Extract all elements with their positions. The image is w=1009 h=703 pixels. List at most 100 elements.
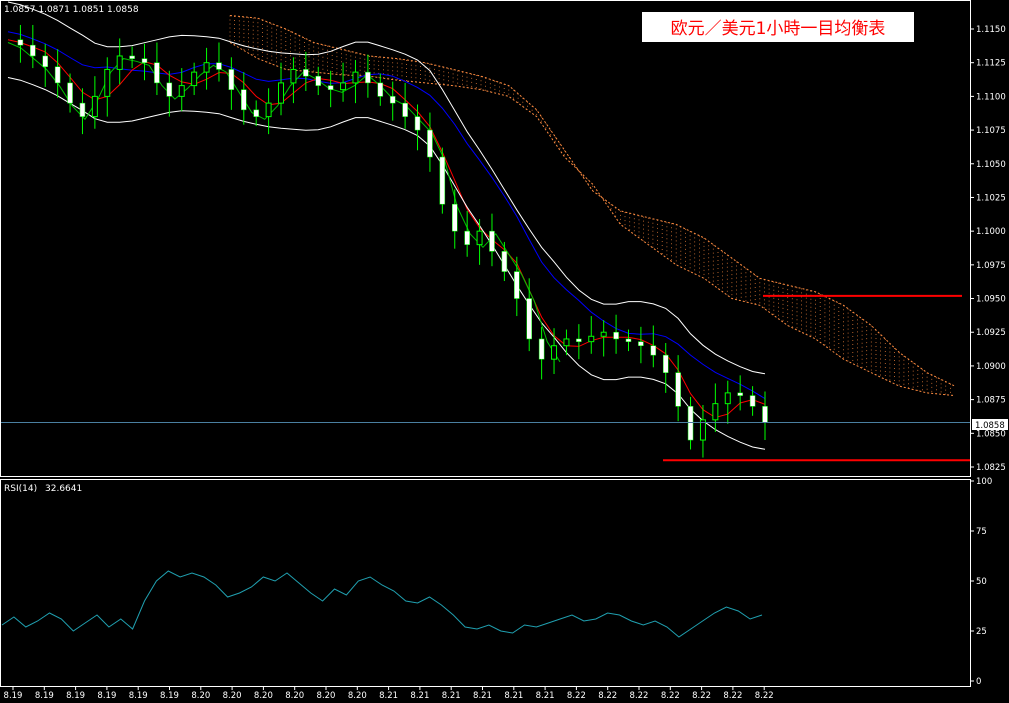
candle-body-down (514, 271, 520, 299)
candle-body-up (352, 71, 359, 84)
last-price-label: 1.0858 (975, 421, 1005, 431)
last-price-box (972, 419, 1008, 430)
price-tick-label: 1.1150 (976, 25, 1006, 35)
candle-body-up (290, 68, 297, 84)
candle-body-up (278, 82, 285, 104)
candle-body-down (749, 395, 756, 407)
candle-body-down (377, 82, 384, 97)
candle-body-up (588, 335, 595, 343)
time-tick-label: 8.22 (598, 691, 617, 701)
candle-body-down (489, 230, 495, 252)
senkou-span-a (229, 15, 956, 387)
candle-body-down (253, 109, 259, 117)
time-tick-label: 8.20 (348, 691, 367, 701)
candle-body-down (216, 62, 222, 70)
ohlc-readout: 1.0857 1.0871 1.0851 1.0858 (4, 5, 139, 15)
candle-body-down (42, 55, 48, 67)
bollinger-lower (7, 77, 766, 450)
time-tick-label: 8.22 (567, 691, 586, 701)
candle-body-down (166, 82, 173, 97)
candle-body-down (54, 66, 61, 84)
price-tick-label: 1.1075 (976, 126, 1006, 136)
price-tick-label: 1.1050 (976, 160, 1006, 170)
candle-body-down (389, 96, 396, 104)
candle-body-up (563, 338, 570, 347)
candle-body-up (104, 68, 111, 97)
price-tick-label: 1.1125 (976, 59, 1006, 69)
candle-body-up (712, 403, 719, 421)
candle-body-down (613, 331, 619, 340)
time-tick-label: 8.19 (97, 691, 116, 701)
time-tick-label: 8.20 (317, 691, 336, 701)
candle-body-down (501, 251, 508, 272)
candle-body-down (452, 203, 458, 232)
candle-body-down (662, 354, 669, 373)
candle-body-down (228, 69, 235, 90)
candle-body-down (762, 406, 768, 423)
price-tick-label: 1.1100 (976, 92, 1006, 102)
price-tick-label: 1.0875 (976, 396, 1006, 406)
rsi-tick-label: 25 (976, 627, 987, 637)
candle-body-up (551, 345, 558, 360)
price-tick-label: 1.0975 (976, 261, 1006, 271)
time-tick-label: 8.21 (379, 691, 398, 701)
rsi-series (1, 570, 763, 638)
time-axis: 8.19 8.19 8.19 8.19 8.19 8.19 8.20 8.20 8.20 8.20… (4, 686, 774, 701)
candle-body-down (687, 406, 694, 441)
candle-body-down (365, 71, 371, 84)
candle-body-up (178, 85, 185, 97)
time-tick-label: 8.20 (191, 691, 210, 701)
candle-body-down (154, 62, 160, 84)
price-tick-label: 1.0925 (976, 328, 1006, 338)
candle-body-down (141, 58, 148, 63)
time-tick-label: 8.22 (630, 691, 649, 701)
price-tick-label: 1.1025 (976, 193, 1006, 203)
price-tick-label: 1.1000 (976, 227, 1006, 237)
time-tick-label: 8.19 (129, 691, 148, 701)
senkou-span-b (229, 42, 956, 397)
candlesticks (17, 24, 768, 458)
candle-body-down (538, 338, 545, 360)
candle-body-up (340, 82, 347, 91)
candle-body-down (17, 39, 24, 46)
candle-body-down (576, 338, 582, 342)
chart-title-box (642, 12, 914, 42)
time-tick-label: 8.19 (66, 691, 85, 701)
price-tick-label: 1.0825 (976, 463, 1006, 473)
tenkan-line (7, 39, 766, 419)
kumo-cloud (229, 15, 956, 397)
rsi-tick-label: 100 (976, 477, 992, 487)
candle-body-down (625, 338, 632, 342)
candle-body-down (129, 55, 135, 59)
time-tick-label: 8.21 (442, 691, 461, 701)
time-tick-label: 8.20 (223, 691, 242, 701)
candle-body-up (476, 230, 483, 246)
candle-body-up (191, 71, 198, 87)
bollinger-upper (7, 1, 766, 375)
candle-body-down (638, 341, 644, 346)
rsi-value: 32.6641 (45, 484, 82, 494)
main-pane-frame (0, 0, 971, 477)
time-tick-label: 8.22 (661, 691, 680, 701)
rsi-title: RSI(14) (4, 484, 37, 494)
marker-lines (1, 294, 970, 462)
candle-body-down (79, 102, 86, 117)
candle-body-down (526, 298, 532, 340)
time-tick-label: 8.19 (35, 691, 54, 701)
candle-body-down (675, 372, 681, 407)
rsi-pane-frame (0, 479, 971, 687)
time-tick-label: 8.21 (536, 691, 555, 701)
price-tick-label: 1.0850 (976, 429, 1006, 439)
candle-body-up (265, 102, 272, 118)
candle-body-up (91, 95, 98, 118)
rsi-line (1, 570, 763, 638)
candle-body-down (402, 102, 408, 117)
kijun-line (7, 31, 766, 400)
candle-body-down (327, 85, 334, 90)
candle-body-up (600, 331, 607, 337)
candle-body-down (650, 345, 657, 356)
candle-body-down (241, 89, 247, 111)
price-tick-label: 1.0950 (976, 295, 1006, 305)
